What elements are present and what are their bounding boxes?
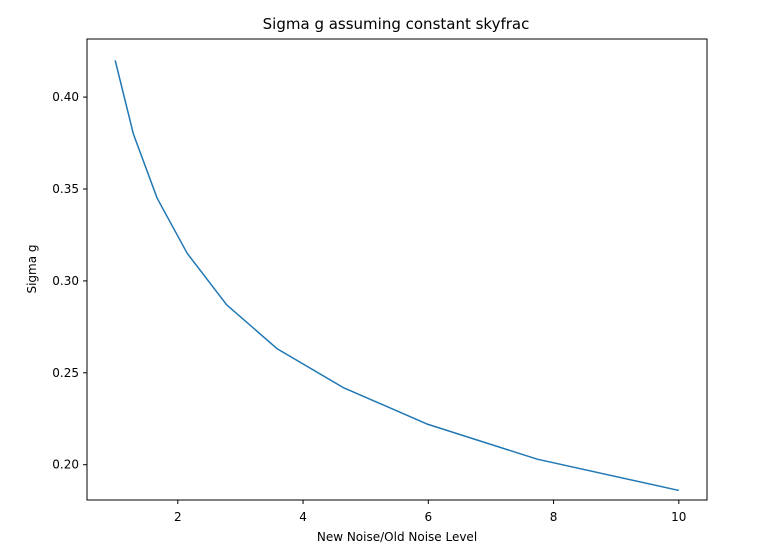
plot-area (114, 60, 679, 492)
x-tick-label: 8 (550, 510, 558, 524)
x-axis: 2 4 6 8 10 (174, 500, 686, 524)
y-tick-label: 0.25 (52, 366, 79, 380)
plot-frame (86, 38, 708, 501)
x-tick-label: 4 (299, 510, 307, 524)
y-tick-label: 0.30 (52, 274, 79, 288)
y-tick-label: 0.20 (52, 458, 79, 472)
x-tick-label: 2 (174, 510, 182, 524)
series-line (114, 60, 679, 492)
x-axis-label: New Noise/Old Noise Level (317, 530, 477, 544)
chart-title: Sigma g assuming constant skyfrac (263, 15, 530, 33)
y-tick-label: 0.35 (52, 182, 79, 196)
y-axis: 0.20 0.25 0.30 0.35 0.40 (52, 90, 87, 472)
x-tick-label: 6 (424, 510, 432, 524)
y-axis-label: Sigma g (25, 244, 39, 293)
y-tick-label: 0.40 (52, 90, 79, 104)
x-tick-label: 10 (671, 510, 686, 524)
